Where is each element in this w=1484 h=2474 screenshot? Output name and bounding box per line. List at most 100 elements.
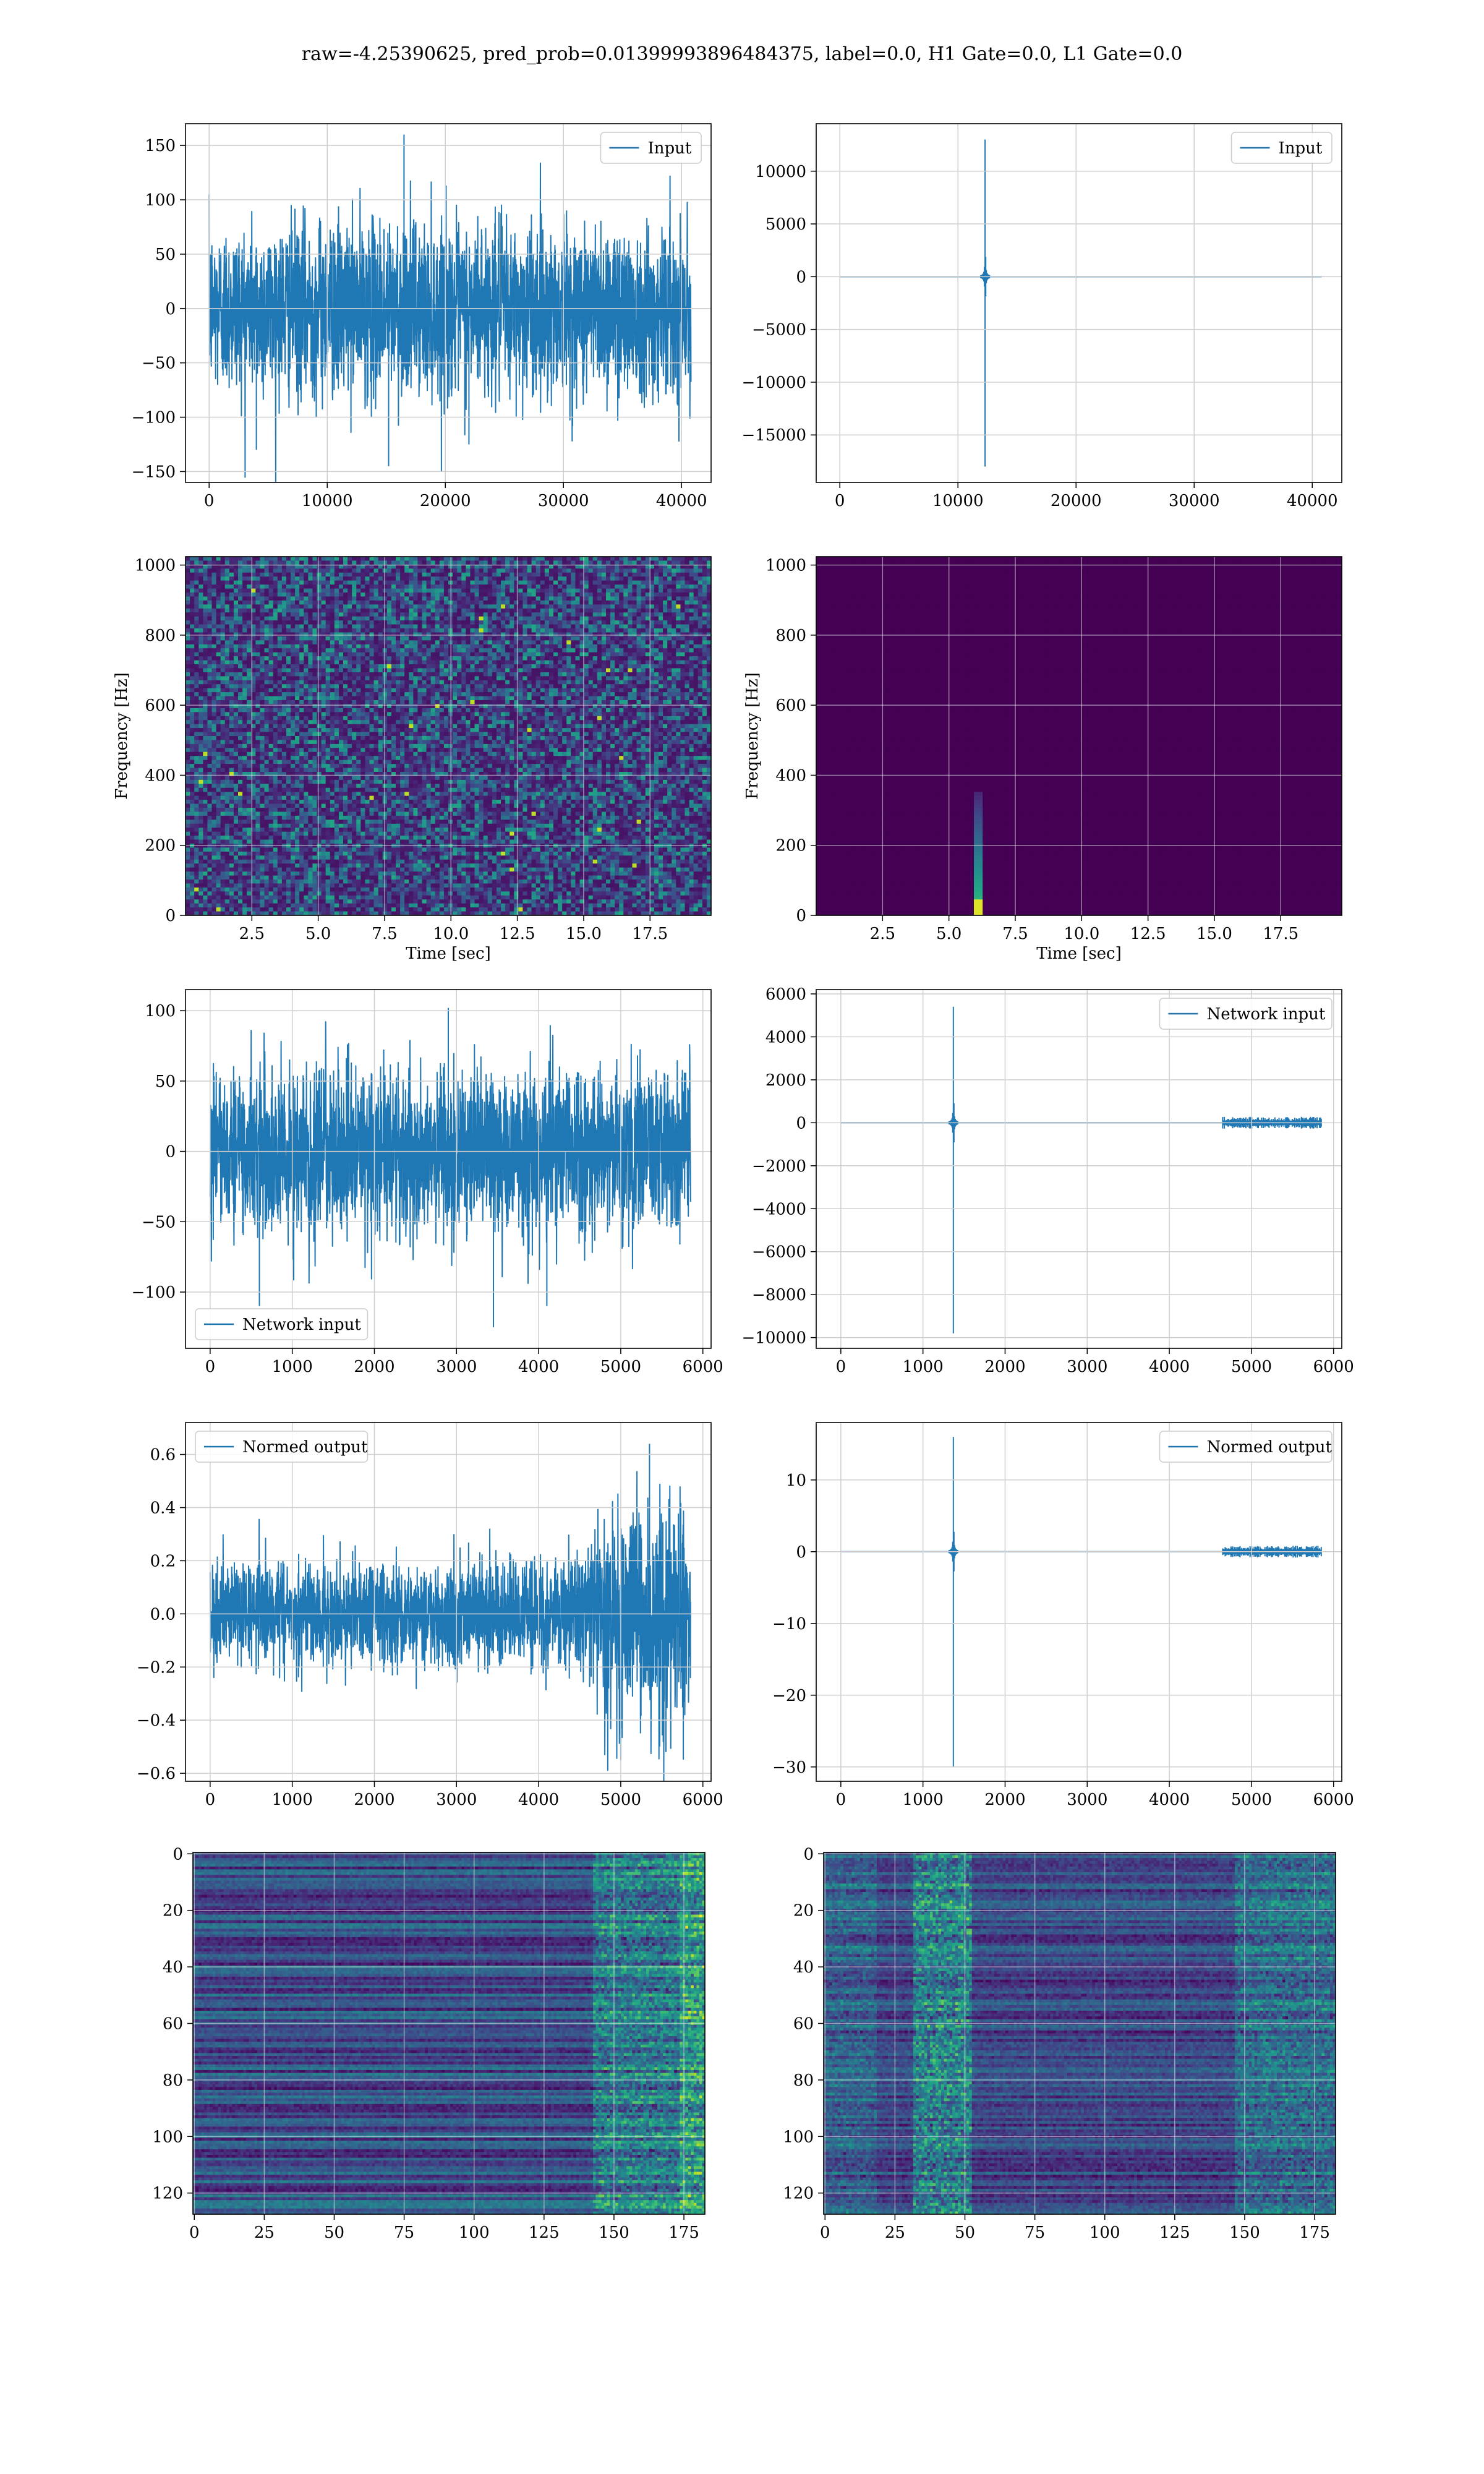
heatmap-cell: [466, 676, 471, 680]
heatmap-cell: [518, 568, 523, 573]
heatmap-cell: [501, 692, 506, 696]
heatmap-cell: [571, 672, 576, 677]
heatmap-cell: [435, 568, 440, 573]
heatmap-cell: [360, 617, 365, 621]
heatmap-cell: [260, 664, 265, 669]
heatmap-cell: [461, 568, 466, 573]
heatmap-cell: [672, 708, 676, 713]
heatmap-cell: [409, 601, 414, 605]
heatmap-cell: [659, 589, 663, 593]
heatmap-cell: [702, 581, 707, 585]
heatmap-cell: [663, 576, 668, 581]
heatmap-cell: [322, 584, 326, 589]
heatmap-cell: [545, 712, 550, 716]
heatmap-cell: [360, 604, 365, 609]
heatmap-cell: [461, 636, 466, 641]
heatmap-cell: [532, 653, 537, 657]
heatmap-cell: [391, 617, 396, 621]
heatmap-cell: [597, 664, 602, 669]
heatmap-cell: [540, 648, 545, 653]
heatmap-cell: [575, 617, 580, 621]
heatmap-cell: [698, 656, 703, 661]
heatmap-cell: [615, 680, 620, 685]
heatmap-cell: [615, 612, 620, 617]
heatmap-cell: [623, 700, 628, 704]
heatmap-cell: [694, 708, 699, 713]
heatmap-cell: [400, 576, 405, 581]
heatmap-cell: [322, 648, 326, 653]
heatmap-cell: [422, 700, 427, 704]
heatmap-cell: [522, 612, 527, 617]
heatmap-cell: [637, 632, 642, 636]
heatmap-cell: [404, 617, 409, 621]
heatmap-cell: [317, 644, 322, 649]
heatmap-cell: [322, 632, 326, 636]
heatmap-cell: [510, 604, 514, 609]
heatmap-cell: [461, 620, 466, 625]
heatmap-cell: [702, 661, 707, 665]
heatmap-cell: [387, 653, 392, 657]
heatmap-cell: [304, 688, 309, 693]
heatmap-cell: [203, 573, 208, 577]
heatmap-cell: [255, 601, 260, 605]
heatmap-cell: [593, 692, 598, 696]
heatmap-cell: [440, 609, 445, 613]
heatmap-cell: [269, 557, 274, 561]
heatmap-cell: [242, 676, 247, 680]
heatmap-cell: [510, 708, 514, 713]
heatmap-cell: [571, 601, 576, 605]
heatmap-cell: [396, 576, 401, 581]
heatmap-cell: [646, 716, 650, 721]
heatmap-cell: [387, 589, 392, 593]
heatmap-cell: [562, 617, 567, 621]
heatmap-cell: [633, 596, 638, 601]
heatmap-cell: [505, 557, 510, 561]
heatmap-cell: [396, 568, 401, 573]
heatmap-cell: [597, 589, 602, 593]
heatmap-cell: [431, 620, 436, 625]
heatmap-cell: [374, 700, 379, 704]
heatmap-cell: [198, 700, 203, 704]
heatmap-cell: [532, 680, 537, 685]
heatmap-cell: [221, 584, 226, 589]
heatmap-cell: [299, 716, 304, 721]
heatmap-cell: [234, 692, 239, 696]
heatmap-cell: [360, 688, 365, 693]
heatmap-cell: [265, 661, 270, 665]
heatmap-cell: [654, 712, 659, 716]
heatmap-cell: [492, 560, 497, 565]
heatmap-cell: [615, 584, 620, 589]
heatmap-cell: [593, 716, 598, 721]
heatmap-cell: [396, 644, 401, 649]
heatmap-cell: [291, 612, 296, 617]
heatmap-cell: [343, 696, 348, 701]
heatmap-cell: [229, 625, 234, 629]
heatmap-cell: [702, 628, 707, 633]
heatmap-cell: [295, 612, 300, 617]
heatmap-cell: [584, 640, 589, 644]
heatmap-cell: [435, 653, 440, 657]
heatmap-cell: [646, 676, 650, 680]
heatmap-cell: [698, 557, 703, 561]
heatmap-cell: [365, 712, 370, 716]
heatmap-cell: [299, 584, 304, 589]
heatmap-cell: [291, 589, 296, 593]
heatmap-cell: [536, 684, 541, 688]
heatmap-cell: [457, 664, 462, 669]
heatmap-cell: [593, 648, 598, 653]
heatmap-cell: [566, 593, 571, 597]
heatmap-cell: [663, 584, 668, 589]
heatmap-cell: [269, 604, 274, 609]
heatmap-cell: [505, 680, 510, 685]
heatmap-cell: [186, 676, 190, 680]
heatmap-cell: [593, 668, 598, 672]
heatmap-cell: [610, 604, 615, 609]
heatmap-cell: [562, 596, 567, 601]
heatmap-cell: [282, 620, 287, 625]
heatmap-cell: [562, 573, 567, 577]
heatmap-cell: [198, 628, 203, 633]
heatmap-cell: [435, 601, 440, 605]
heatmap-cell: [461, 712, 466, 716]
heatmap-cell: [571, 661, 576, 665]
heatmap-cell: [457, 584, 462, 589]
